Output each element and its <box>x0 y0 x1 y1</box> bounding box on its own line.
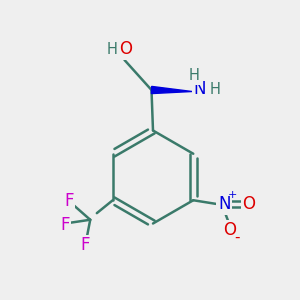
Text: H: H <box>210 82 220 98</box>
Text: F: F <box>64 192 74 210</box>
Text: +: + <box>228 190 237 200</box>
Text: O: O <box>119 40 133 58</box>
Text: F: F <box>80 236 90 254</box>
Text: O: O <box>242 195 255 213</box>
Text: F: F <box>60 216 70 234</box>
Text: H: H <box>189 68 200 83</box>
Text: -: - <box>234 230 240 244</box>
Text: O: O <box>223 221 236 239</box>
Polygon shape <box>152 86 192 94</box>
Text: N: N <box>193 80 206 98</box>
Text: H: H <box>106 42 117 57</box>
Text: N: N <box>218 195 230 213</box>
